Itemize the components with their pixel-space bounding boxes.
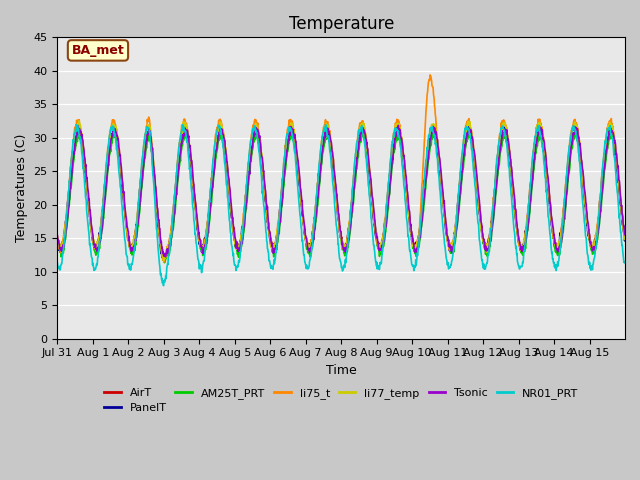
li77_temp [559, 212, 566, 218]
Line: li75_t: li75_t [58, 75, 625, 262]
AM25T_PRT [559, 229, 566, 235]
PanelT [559, 214, 566, 220]
li75_t [160, 259, 168, 265]
li75_t [559, 214, 566, 219]
li77_temp [54, 234, 61, 240]
NR01_PRT [54, 260, 61, 266]
NR01_PRT [476, 238, 484, 244]
Tsonic [327, 138, 335, 144]
AM25T_PRT [142, 143, 150, 148]
AirT [54, 234, 61, 240]
Line: AM25T_PRT: AM25T_PRT [58, 132, 625, 263]
Tsonic [614, 167, 622, 173]
AM25T_PRT [614, 176, 622, 182]
li77_temp [316, 154, 324, 159]
li75_t [476, 210, 484, 216]
Tsonic [559, 226, 566, 232]
NR01_PRT [614, 202, 622, 207]
AirT [614, 174, 622, 180]
Text: BA_met: BA_met [72, 44, 124, 57]
PanelT [535, 121, 543, 127]
li75_t [621, 236, 629, 242]
li77_temp [143, 127, 150, 132]
NR01_PRT [160, 283, 168, 288]
li75_t [327, 140, 335, 145]
Line: PanelT: PanelT [58, 124, 625, 261]
AirT [327, 141, 335, 147]
NR01_PRT [142, 127, 150, 132]
NR01_PRT [621, 260, 629, 266]
PanelT [327, 144, 335, 149]
Tsonic [142, 138, 150, 144]
Tsonic [476, 203, 484, 209]
AM25T_PRT [476, 208, 484, 214]
Tsonic [621, 231, 629, 237]
X-axis label: Time: Time [326, 364, 356, 377]
PanelT [54, 237, 61, 243]
AM25T_PRT [161, 260, 168, 265]
li75_t [426, 72, 434, 78]
AirT [621, 237, 629, 243]
AM25T_PRT [327, 142, 335, 148]
NR01_PRT [559, 221, 566, 227]
AM25T_PRT [316, 179, 324, 184]
AirT [142, 144, 150, 149]
NR01_PRT [316, 150, 324, 156]
Line: Tsonic: Tsonic [58, 125, 625, 257]
li77_temp [614, 172, 622, 178]
li75_t [316, 155, 324, 160]
PanelT [621, 235, 629, 241]
Line: li77_temp: li77_temp [58, 121, 625, 261]
li75_t [142, 127, 150, 132]
Y-axis label: Temperatures (C): Temperatures (C) [15, 134, 28, 242]
AirT [476, 201, 483, 207]
Tsonic [316, 171, 324, 177]
li77_temp [476, 205, 484, 211]
PanelT [476, 211, 483, 217]
li77_temp [75, 118, 83, 124]
Tsonic [161, 254, 169, 260]
AirT [607, 128, 614, 134]
Tsonic [54, 233, 61, 239]
li77_temp [160, 258, 168, 264]
Legend: AirT, PanelT, AM25T_PRT, li75_t, li77_temp, Tsonic, NR01_PRT: AirT, PanelT, AM25T_PRT, li75_t, li77_te… [99, 383, 583, 418]
PanelT [161, 258, 168, 264]
AirT [559, 225, 566, 231]
PanelT [316, 161, 324, 167]
li75_t [614, 176, 622, 182]
AM25T_PRT [621, 236, 629, 242]
Title: Temperature: Temperature [289, 15, 394, 33]
PanelT [142, 133, 150, 139]
li77_temp [621, 237, 629, 242]
AirT [316, 170, 324, 176]
li75_t [54, 236, 61, 242]
Tsonic [394, 122, 402, 128]
Line: AirT: AirT [58, 131, 625, 258]
AirT [161, 255, 168, 261]
AM25T_PRT [54, 237, 61, 242]
li77_temp [327, 139, 335, 144]
Line: NR01_PRT: NR01_PRT [58, 125, 625, 286]
PanelT [614, 180, 622, 185]
NR01_PRT [179, 122, 187, 128]
AM25T_PRT [465, 129, 473, 135]
NR01_PRT [327, 158, 335, 164]
